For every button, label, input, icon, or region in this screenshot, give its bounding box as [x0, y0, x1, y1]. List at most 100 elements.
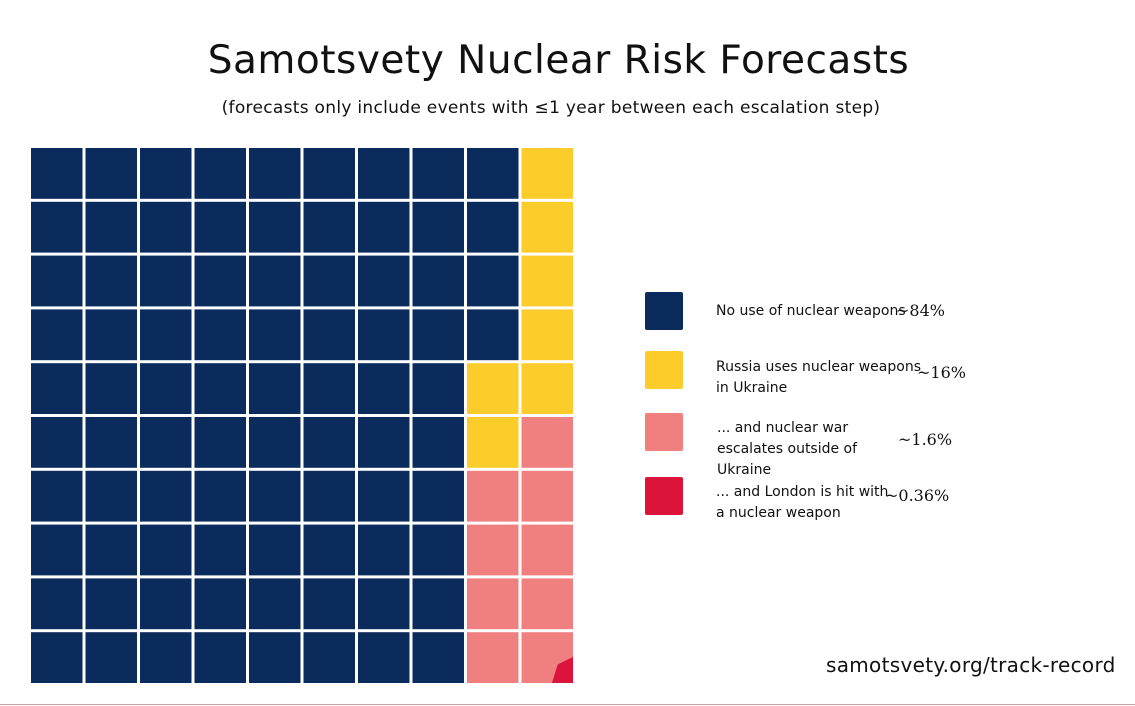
waffle-cell-no-use: [31, 632, 83, 683]
waffle-cell-no-use: [412, 524, 464, 576]
waffle-cell-no-use: [140, 148, 192, 199]
waffle-cell-no-use: [85, 309, 137, 361]
waffle-cell-no-use: [303, 632, 355, 683]
waffle-cell-no-use: [358, 201, 410, 253]
waffle-cell-no-use: [140, 632, 192, 683]
waffle-cell-nuclear-war: [467, 470, 519, 522]
waffle-cell-no-use: [85, 470, 137, 522]
waffle-cell-no-use: [249, 363, 301, 414]
waffle-cell-no-use: [412, 417, 464, 468]
legend-swatch-london: [645, 477, 683, 515]
waffle-cell-no-use: [85, 578, 137, 630]
legend-label-no-use: No use of nuclear weapons: [716, 303, 906, 319]
waffle-cell-russia-ukraine: [521, 255, 573, 307]
chart-title: Samotsvety Nuclear Risk Forecasts: [207, 38, 910, 83]
waffle-cell-no-use: [194, 632, 246, 683]
waffle-cell-nuclear-war: [521, 524, 573, 576]
waffle-cell-no-use: [303, 470, 355, 522]
waffle-cell-no-use: [194, 470, 246, 522]
waffle-cell-no-use: [140, 255, 192, 307]
waffle-cell-russia-ukraine: [521, 148, 573, 199]
waffle-cell-no-use: [31, 363, 83, 414]
waffle-cell-nuclear-war: [467, 578, 519, 630]
waffle-cell-no-use: [85, 363, 137, 414]
legend-label-nuclear-war: ... and nuclear war escalates outside of…: [717, 420, 858, 478]
waffle-cell-no-use: [358, 309, 410, 361]
waffle-cell-russia-ukraine: [521, 201, 573, 253]
waffle-cell-no-use: [140, 524, 192, 576]
waffle-cell-no-use: [358, 578, 410, 630]
waffle-cell-no-use: [358, 148, 410, 199]
waffle-cell-no-use: [467, 148, 519, 199]
waffle-cell-no-use: [85, 148, 137, 199]
waffle-cell-no-use: [249, 524, 301, 576]
legend-item-nuclear-war: ... and nuclear war escalates outside of…: [645, 413, 1005, 478]
waffle-cell-no-use: [303, 524, 355, 576]
legend-item-london: ... and London is hit with a nuclear wea…: [645, 477, 1005, 521]
waffle-cell-no-use: [412, 255, 464, 307]
waffle-cell-no-use: [412, 470, 464, 522]
waffle-cell-no-use: [85, 417, 137, 468]
waffle-cell-no-use: [31, 470, 83, 522]
waffle-cell-no-use: [249, 201, 301, 253]
waffle-cell-no-use: [31, 578, 83, 630]
waffle-cell-no-use: [249, 148, 301, 199]
waffle-cell-no-use: [412, 201, 464, 253]
waffle-cell-no-use: [31, 201, 83, 253]
chart-subtitle: (forecasts only include events with ≤1 y…: [221, 98, 881, 118]
waffle-cell-no-use: [249, 578, 301, 630]
waffle-cell-no-use: [194, 309, 246, 361]
waffle-cell-no-use: [140, 363, 192, 414]
waffle-cell-no-use: [358, 417, 410, 468]
waffle-cell-no-use: [140, 309, 192, 361]
waffle-cell-no-use: [140, 470, 192, 522]
legend-value-london: ~0.36%: [885, 486, 950, 505]
waffle-cell-no-use: [467, 201, 519, 253]
waffle-cell-no-use: [85, 201, 137, 253]
waffle-cell-no-use: [194, 524, 246, 576]
waffle-cell-no-use: [194, 417, 246, 468]
waffle-cell-no-use: [358, 255, 410, 307]
waffle-cell-no-use: [194, 148, 246, 199]
source-link[interactable]: samotsvety.org/track-record: [826, 653, 1116, 677]
waffle-cell-no-use: [249, 255, 301, 307]
waffle-cell-no-use: [412, 148, 464, 199]
waffle-cell-no-use: [303, 363, 355, 414]
waffle-cell-no-use: [31, 309, 83, 361]
bottom-divider: [0, 704, 1135, 705]
waffle-cell-no-use: [194, 201, 246, 253]
waffle-cell-russia-ukraine: [521, 363, 573, 414]
waffle-cell-no-use: [249, 632, 301, 683]
waffle-cell-no-use: [140, 578, 192, 630]
waffle-cell-no-use: [85, 524, 137, 576]
waffle-cell-no-use: [31, 148, 83, 199]
waffle-cell-no-use: [194, 578, 246, 630]
legend-item-no-use: No use of nuclear weapons ~84%: [645, 292, 1005, 336]
legend-value-russia-ukraine: ~16%: [917, 363, 966, 382]
legend-label-london: ... and London is hit with a nuclear wea…: [716, 484, 889, 521]
waffle-cell-no-use: [85, 255, 137, 307]
waffle-cell-russia-ukraine: [521, 309, 573, 361]
waffle-cell-nuclear-war: [467, 524, 519, 576]
legend-label-russia-ukraine: Russia uses nuclear weapons in Ukraine: [716, 359, 921, 396]
waffle-cell-russia-ukraine: [467, 363, 519, 414]
legend-value-nuclear-war: ~1.6%: [898, 430, 953, 449]
waffle-cell-no-use: [249, 309, 301, 361]
waffle-cell-london: [551, 656, 573, 683]
waffle-cell-no-use: [467, 309, 519, 361]
waffle-cell-no-use: [358, 524, 410, 576]
waffle-cell-no-use: [194, 255, 246, 307]
waffle-cell-russia-ukraine: [467, 417, 519, 468]
legend-item-russia-ukraine: Russia uses nuclear weapons in Ukraine ~…: [645, 351, 1005, 396]
waffle-cell-no-use: [31, 417, 83, 468]
legend-swatch-no-use: [645, 292, 683, 330]
waffle-cell-no-use: [194, 363, 246, 414]
waffle-cell-no-use: [249, 417, 301, 468]
waffle-cell-no-use: [412, 309, 464, 361]
waffle-cell-no-use: [249, 470, 301, 522]
waffle-cell-no-use: [140, 417, 192, 468]
waffle-cell-no-use: [31, 524, 83, 576]
waffle-cell-no-use: [303, 417, 355, 468]
waffle-cell-nuclear-war: [521, 470, 573, 522]
waffle-cell-no-use: [412, 632, 464, 683]
